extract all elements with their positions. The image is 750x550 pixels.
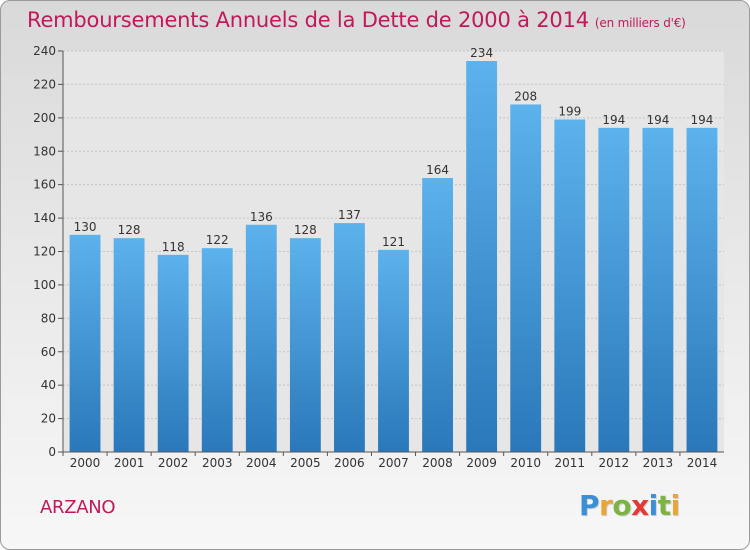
x-axis: 2000 2001 2002 2003 2004 2005 2006 2007 2008 2009…: [62, 451, 724, 470]
bar-2002: [157, 254, 189, 452]
bar-value-label: 128: [294, 223, 317, 237]
bar-value-label: 234: [470, 46, 493, 60]
bar-value-label: 118: [162, 240, 185, 254]
bar-value-label: 164: [426, 163, 449, 177]
x-tick-label: 2004: [246, 456, 277, 470]
chart-unit: (en milliers d'€): [594, 16, 686, 30]
y-tick-label: 40: [41, 378, 56, 392]
x-tick-label: 2005: [290, 456, 321, 470]
bar-value-label: 121: [382, 235, 405, 249]
x-tick-label: 2000: [70, 456, 101, 470]
bar-2003: [201, 248, 233, 452]
y-tick-label: 0: [48, 445, 56, 459]
bar-2011: [554, 119, 586, 453]
proxiti-logo[interactable]: Proxiti: [579, 489, 680, 522]
y-tick-label: 200: [33, 111, 56, 125]
chart-title: Remboursements Annuels de la Dette de 20…: [27, 8, 686, 32]
x-tick-label: 2003: [202, 456, 233, 470]
bar-2008: [422, 177, 453, 452]
bar-value-label: 122: [206, 233, 229, 247]
chart-title-text: Remboursements Annuels de la Dette de 20…: [27, 8, 589, 32]
bar-2010: [510, 104, 542, 452]
x-tick-label: 2002: [158, 456, 189, 470]
logo-letter: o: [612, 489, 632, 522]
bar-2004: [245, 224, 277, 452]
logo-letter: i: [670, 489, 681, 522]
y-axis: 0 20 40 60 80 100 120 140 160 180 200 220 240: [33, 44, 64, 459]
commune-name: ARZANO: [40, 497, 116, 518]
bar-value-label: 136: [250, 210, 273, 224]
bar-value-label: 194: [646, 113, 669, 127]
x-tick-label: 2001: [114, 456, 145, 470]
x-tick-label: 2009: [466, 456, 497, 470]
bar-value-label: 199: [558, 105, 581, 119]
bar-value-label: 128: [118, 223, 141, 237]
x-tick-label: 2012: [599, 456, 630, 470]
x-tick-label: 2008: [422, 456, 453, 470]
bar-2006: [334, 223, 365, 452]
y-tick-label: 240: [33, 44, 56, 58]
bar-2013: [642, 127, 674, 452]
bars: 130 128 118 122 136 128 137 121 164 234 208 199 194 1…: [69, 46, 718, 453]
bar-2012: [598, 127, 630, 452]
bar-2005: [289, 238, 321, 452]
bar-2007: [378, 249, 409, 452]
logo-letter: i: [648, 489, 659, 522]
y-tick-label: 120: [33, 245, 56, 259]
y-tick-label: 20: [41, 412, 56, 426]
x-tick-label: 2013: [643, 456, 674, 470]
logo-letter: x: [631, 489, 649, 522]
x-tick-label: 2014: [687, 456, 718, 470]
logo-letter: P: [579, 489, 600, 522]
logo-letter: r: [599, 489, 613, 522]
bar-value-label: 194: [602, 113, 625, 127]
y-tick-label: 80: [41, 311, 56, 325]
y-tick-label: 220: [33, 77, 56, 91]
bar-value-label: 137: [338, 208, 361, 222]
bar-2009: [466, 61, 498, 453]
x-tick-label: 2010: [510, 456, 541, 470]
x-tick-label: 2007: [378, 456, 409, 470]
bar-2000: [69, 234, 101, 452]
bar-2001: [113, 238, 145, 452]
x-tick-label: 2011: [554, 456, 585, 470]
bar-value-label: 194: [691, 113, 714, 127]
y-tick-label: 180: [33, 144, 56, 158]
y-tick-label: 160: [33, 178, 56, 192]
y-tick-label: 140: [33, 211, 56, 225]
y-tick-label: 100: [33, 278, 56, 292]
bar-value-label: 130: [74, 220, 97, 234]
x-tick-label: 2006: [334, 456, 365, 470]
bar-value-label: 208: [514, 89, 537, 103]
logo-letter: t: [657, 489, 671, 522]
bar-2014: [686, 127, 718, 452]
y-tick-label: 60: [41, 345, 56, 359]
